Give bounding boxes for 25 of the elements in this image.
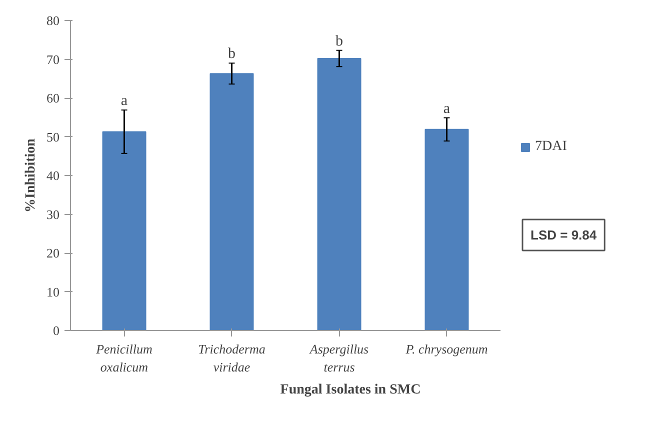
y-tick-label: 0 — [53, 323, 60, 338]
x-axis-title: Fungal Isolates in SMC — [280, 382, 421, 398]
x-tick-label: Trichoderma viridae — [198, 342, 266, 374]
y-axis-title: %Inhibition — [24, 138, 38, 212]
y-tick-label: 60 — [46, 90, 60, 106]
annotation: b — [228, 46, 236, 62]
x-tick-label: Penicillum oxalicum — [95, 342, 152, 374]
y-tick-label: 20 — [46, 246, 60, 260]
y-tick-label: 30 — [46, 206, 60, 222]
legend-label: 7DAI — [535, 139, 567, 155]
bar — [424, 128, 469, 330]
bar — [210, 73, 254, 330]
bar — [102, 131, 146, 330]
annotation: a — [120, 93, 128, 110]
text: LSD = 9.84 — [530, 228, 598, 242]
y-tick-label: 50 — [46, 129, 60, 144]
x-tick-label: Aspergillus terrus — [308, 342, 369, 374]
annotation: b — [336, 33, 343, 50]
y-tick-label: 70 — [46, 52, 60, 67]
y-tick-label: 40 — [46, 168, 60, 183]
y-tick-label: 80 — [46, 13, 60, 28]
bar — [317, 58, 362, 330]
y-tick-label: 10 — [46, 284, 60, 300]
annotation: a — [443, 100, 450, 117]
x-tick-label: P. chrysogenum — [404, 342, 488, 356]
